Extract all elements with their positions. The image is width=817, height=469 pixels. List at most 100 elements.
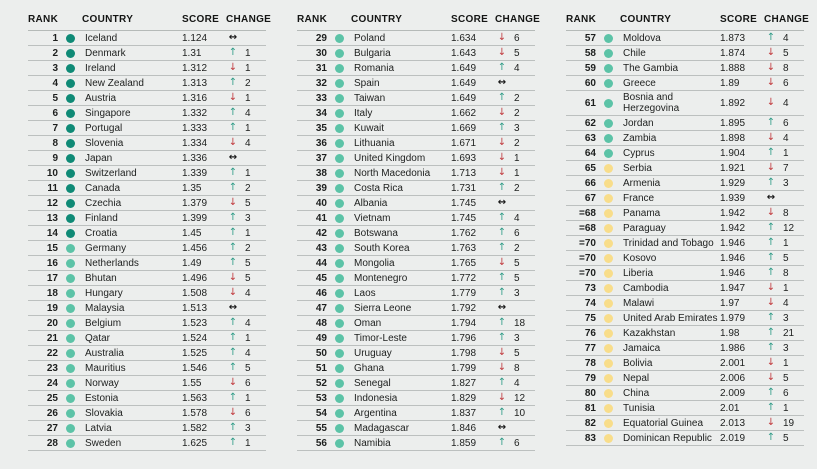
table-row: 18 Hungary 1.508 ↓ 4 [28,286,266,301]
score-band-dot-cell [596,403,620,413]
score-value: 1.898 [720,132,746,144]
rank-value: 9 [52,152,58,164]
change-cell: ↓ 6 [226,378,266,389]
no-change-icon: ↔ [497,77,507,88]
change-cell: ↑ 1 [764,403,804,414]
score-value: 1.693 [451,152,477,164]
table-row: 52 Senegal 1.827 ↑ 4 [297,376,535,391]
change-down-arrow-icon: ↓ [228,92,238,103]
change-cell: ↑ 3 [495,288,535,299]
country-name: Iceland [85,32,118,44]
change-down-arrow-icon: ↓ [766,372,776,383]
rank-value: 37 [315,152,327,164]
change-cell: ↑ 5 [495,273,535,284]
score-band-dot-cell [58,318,82,328]
score-value: 1.799 [451,362,477,374]
change-up-arrow-icon: ↑ [497,332,507,343]
score-band-dot-cell [596,208,620,218]
score-band-dot-cell [596,283,620,293]
score-band-dot-cell [58,303,82,313]
score-band-dot-cell [58,93,82,103]
table-body: 29 Poland 1.634 ↓ 6 30 Bulgaria 1.643 ↓ 5 31 Romani… [297,31,535,451]
rank-value: 83 [584,432,596,444]
change-up-arrow-icon: ↑ [228,77,238,88]
score-value: 2.001 [720,357,746,369]
change-value: 8 [783,207,789,219]
score-band-dot-cell [327,288,351,298]
country-name: Ireland [85,62,116,74]
table-row: 9 Japan 1.336 ↔ [28,151,266,166]
score-value: 1.31 [182,47,202,59]
score-value: 1.986 [720,342,746,354]
score-band-dot-icon [65,168,75,178]
score-value: 1.762 [451,227,477,239]
score-band-dot-cell [58,228,82,238]
change-cell: ↑ 3 [495,123,535,134]
table-row: 45 Montenegro 1.772 ↑ 5 [297,271,535,286]
change-up-arrow-icon: ↑ [766,177,776,188]
table-row: 81 Tunisia 2.01 ↑ 1 [566,401,804,416]
score-band-dot-cell [327,258,351,268]
table-row: 80 China 2.009 ↑ 6 [566,386,804,401]
change-up-arrow-icon: ↑ [228,107,238,118]
change-value: 19 [783,417,795,429]
country-name: United Kingdom [354,152,426,164]
change-header: CHANGE [495,13,541,25]
change-value: 1 [245,437,251,449]
change-cell: ↑ 12 [764,223,804,234]
country-name: Italy [354,107,373,119]
rank-value: 47 [315,302,327,314]
score-band-dot-icon [334,273,344,283]
rank-value: 2 [52,47,58,59]
score-band-dot-cell [327,348,351,358]
table-row: 19 Malaysia 1.513 ↔ [28,301,266,316]
rank-value: 76 [584,327,596,339]
ranking-table-column-3: RANK COUNTRY SCORE CHANGE 57 Moldova 1.873… [566,8,809,451]
score-value: 1.316 [182,92,208,104]
change-cell: ↑ 5 [764,253,804,264]
table-row: 74 Malawi 1.97 ↓ 4 [566,296,804,311]
change-up-arrow-icon: ↑ [766,222,776,233]
score-band-dot-cell [596,163,620,173]
change-value: 5 [514,272,520,284]
score-value: 1.794 [451,317,477,329]
country-name: Japan [85,152,113,164]
change-cell: ↓ 4 [226,288,266,299]
change-down-arrow-icon: ↓ [766,62,776,73]
country-name: Zambia [623,132,657,144]
country-name: Spain [354,77,380,89]
change-up-arrow-icon: ↑ [497,407,507,418]
score-band-dot-cell [58,183,82,193]
country-name: Ghana [354,362,385,374]
change-value: 6 [245,377,251,389]
table-row: 35 Kuwait 1.669 ↑ 3 [297,121,535,136]
country-name: Austria [85,92,117,104]
change-cell: ↔ [226,303,266,313]
rank-value: 3 [52,62,58,74]
table-row: 59 The Gambia 1.888 ↓ 8 [566,61,804,76]
change-value: 5 [514,347,520,359]
change-up-arrow-icon: ↑ [228,332,238,343]
table-row: 40 Albania 1.745 ↔ [297,196,535,211]
country-name: Germany [85,242,127,254]
score-value: 1.921 [720,162,746,174]
change-down-arrow-icon: ↓ [766,97,776,108]
no-change-icon: ↔ [497,422,507,433]
score-band-dot-icon [334,198,344,208]
country-name: Argentina [354,407,397,419]
change-value: 4 [245,287,251,299]
score-band-dot-icon [334,48,344,58]
country-name: Czechia [85,197,122,209]
change-down-arrow-icon: ↓ [497,137,507,148]
change-value: 1 [245,227,251,239]
score-value: 2.013 [720,417,746,429]
score-band-dot-cell [327,228,351,238]
change-up-arrow-icon: ↑ [766,252,776,263]
country-name: Tunisia [623,402,655,414]
change-up-arrow-icon: ↑ [766,387,776,398]
rank-value: 55 [315,422,327,434]
country-name: North Macedonia [354,167,431,179]
score-band-dot-cell [327,363,351,373]
score-band-dot-icon [603,403,613,413]
table-row: 12 Czechia 1.379 ↓ 5 [28,196,266,211]
